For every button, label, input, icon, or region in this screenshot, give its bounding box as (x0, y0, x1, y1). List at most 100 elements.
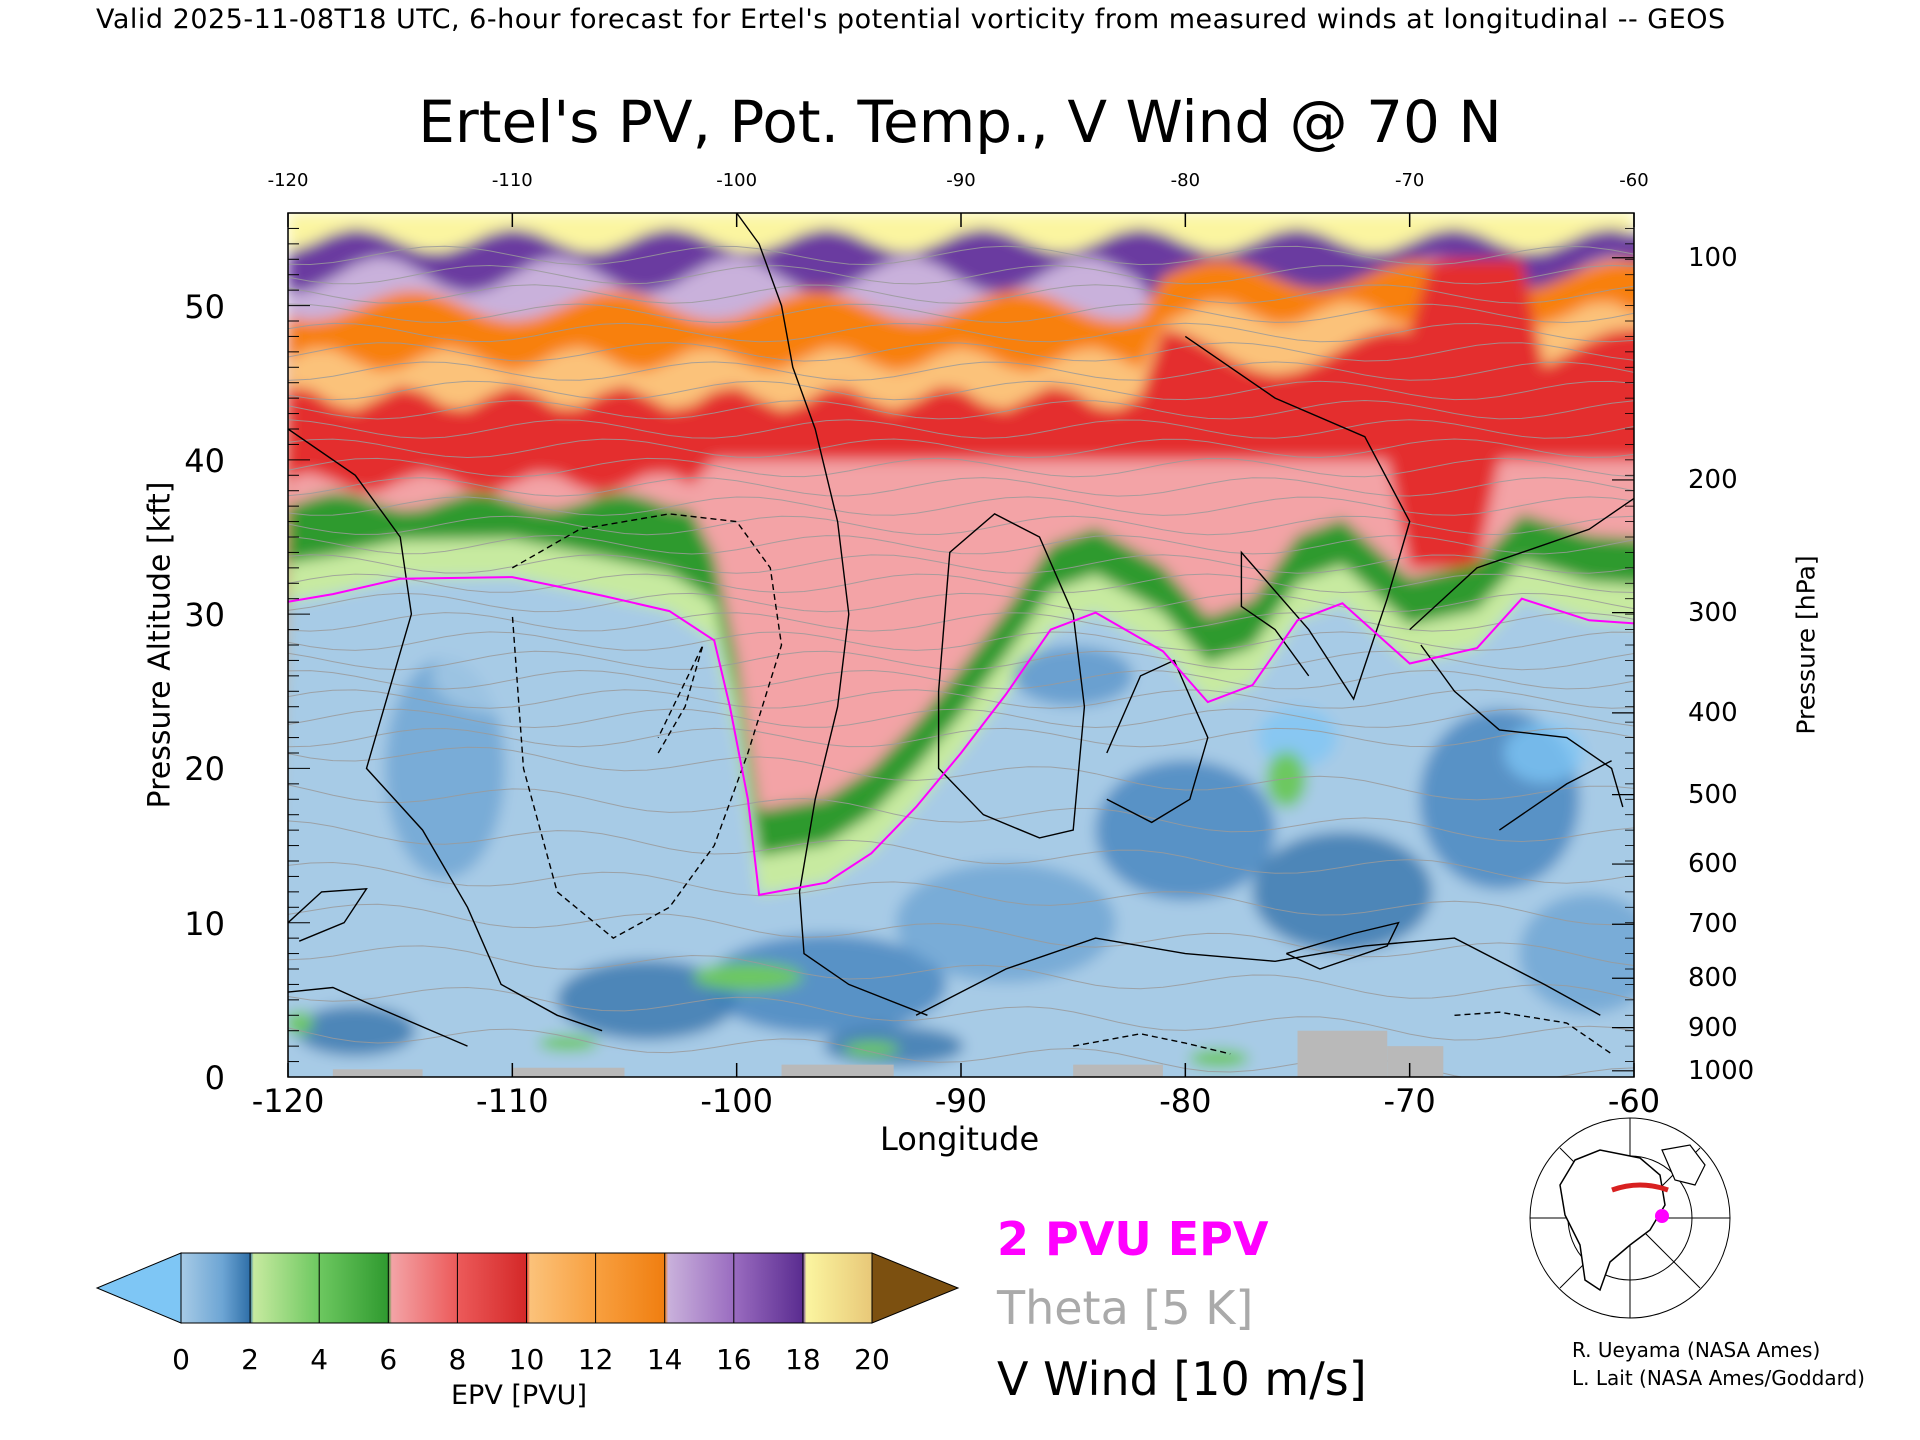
pv-patch-green (1266, 751, 1307, 808)
wind-contour-10 (937, 513, 1086, 839)
x-tick-label: -120 (251, 1082, 325, 1120)
header-valid-line: Valid 2025-11-08T18 UTC, 6-hour forecast… (96, 4, 1726, 35)
2pvu-contour (288, 576, 1634, 897)
terrain-block (781, 1064, 894, 1077)
wind-contour-10 (1184, 335, 1411, 701)
y-tick-label-right: 400 (1688, 697, 1738, 728)
theta-isoline (288, 746, 1634, 801)
theta-isoline (288, 303, 1634, 324)
theta-isoline (288, 708, 1634, 729)
x-tick-label: -100 (700, 1082, 773, 1120)
theta-isoline (288, 496, 1634, 516)
theta-isoline (288, 399, 1634, 420)
colorbar-tick-label: 16 (715, 1343, 752, 1376)
y-tick-label-left: 40 (184, 441, 225, 480)
colorbar (95, 1252, 960, 1324)
x-tick-label-top: -60 (1619, 170, 1649, 191)
wind-contour-0 (1409, 497, 1634, 631)
y-tick-label-left: 30 (184, 596, 225, 635)
x-tick-label-top: -70 (1394, 170, 1425, 191)
theta-isoline (288, 342, 1634, 362)
theta-isoline (288, 903, 1634, 966)
chart-title: Ertel's PV, Pot. Temp., V Wind @ 70 N (418, 88, 1502, 156)
theta-isoline (288, 534, 1634, 555)
y-axis-label-left: Pressure Altitude [kft] (142, 481, 178, 809)
wind-contour-0 (736, 213, 928, 1016)
theta-isoline (288, 631, 1634, 651)
y-axis-label-right: Pressure [hPa] (1791, 555, 1821, 735)
terrain-block (1387, 1046, 1444, 1077)
theta-isoline (288, 573, 1634, 594)
wind-contour-0 (288, 428, 603, 1032)
wind-contour-10 (1499, 760, 1612, 831)
y-tick-label-left: 0 (204, 1059, 225, 1097)
theta-isoline (288, 264, 1634, 285)
theta-isoline (288, 592, 1634, 613)
colorbar-tick-label: 2 (241, 1343, 260, 1376)
wind-contour-0 (288, 986, 468, 1047)
y-tick-label-right: 600 (1688, 849, 1738, 880)
y-tick-label-right: 200 (1688, 464, 1738, 495)
terrain-block (1297, 1030, 1388, 1077)
x-tick-label: -60 (1607, 1082, 1661, 1120)
wind-contour-0 (1286, 921, 1400, 970)
colorbar-tick-label: 0 (172, 1343, 190, 1376)
theta-isoline (288, 861, 1634, 926)
colorbar-tick-label: 4 (310, 1343, 329, 1376)
x-tick-label-top: -120 (267, 170, 309, 191)
wind-contour-0 (1106, 659, 1209, 824)
colorbar-tick-label: 10 (508, 1343, 545, 1376)
theta-isoline (288, 689, 1634, 709)
theta-isoline (288, 245, 1634, 266)
wind-contour-0 (915, 937, 1601, 1016)
colorbar-tick-label: 12 (577, 1343, 614, 1376)
wind-contour-neg10 (1073, 1033, 1231, 1055)
theta-isoline (288, 361, 1634, 381)
theta-isoline (288, 945, 1634, 1000)
wind-contour-10 (1420, 644, 1624, 808)
theta-isoline (288, 419, 1634, 439)
y-tick-label-left: 50 (184, 287, 225, 326)
pv-patch (385, 658, 506, 879)
pv-patch (895, 862, 1116, 983)
legend-2pvu-epv: 2 PVU EPV (997, 1212, 1269, 1266)
terrain-block (332, 1069, 423, 1077)
colorbar-label: EPV [PVU] (451, 1380, 587, 1411)
pv-patch-green (1188, 1049, 1249, 1068)
wind-contour-neg10 (1454, 1011, 1612, 1055)
x-tick-label-top: -110 (491, 170, 533, 191)
pv-patch (706, 934, 947, 1035)
pv-patch (1095, 760, 1276, 901)
wind-contour-neg10 (511, 513, 783, 939)
x-axis-label: Longitude (880, 1120, 1040, 1158)
colorbar-tick-label: 14 (646, 1343, 683, 1376)
theta-isoline (288, 784, 1634, 843)
x-tick-label: -70 (1383, 1082, 1436, 1120)
theta-isoline (288, 477, 1634, 497)
theta-isoline (288, 727, 1634, 748)
colorbar-under-arrow (95, 1252, 182, 1324)
credit-ueyama: R. Ueyama (NASA Ames) (1572, 1338, 1821, 1362)
y-tick-label-right: 1000 (1688, 1055, 1755, 1086)
colorbar-tick-label: 18 (785, 1343, 821, 1376)
pv-patch (1257, 707, 1338, 768)
legend-vwind: V Wind [10 m/s] (997, 1352, 1367, 1406)
pv-heatmap (288, 213, 1634, 1077)
x-tick-label: -110 (476, 1082, 549, 1120)
y-tick-label-right: 100 (1688, 242, 1738, 273)
colorbar-over-arrow (871, 1252, 960, 1324)
theta-isoline (288, 284, 1634, 304)
pv-patch (1252, 831, 1433, 952)
theta-isoline (288, 380, 1634, 401)
theta-isoline (288, 438, 1634, 459)
pv-patch (556, 959, 737, 1040)
pv-patch (1013, 645, 1134, 706)
colorbar-tick-label: 8 (448, 1343, 467, 1376)
x-tick-label: -90 (934, 1082, 988, 1120)
wind-contour-10 (288, 888, 368, 942)
pv-patch-green (288, 1011, 314, 1035)
colorbar-tick-label: 6 (379, 1343, 398, 1376)
legend-theta: Theta [5 K] (997, 1281, 1254, 1335)
y-tick-label-right: 900 (1688, 1012, 1738, 1043)
